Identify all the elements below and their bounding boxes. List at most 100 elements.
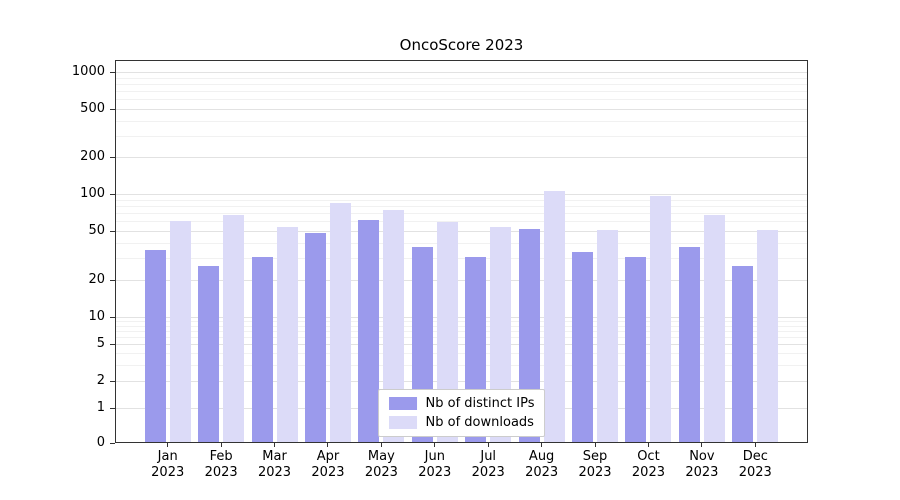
x-tick-month: May [367, 449, 395, 464]
x-tick-label-may: May 2023 [349, 449, 413, 481]
bar-nb-of-distinct-ips-dec [732, 265, 754, 443]
x-tick-mark-jul [487, 443, 489, 447]
x-tick-label-nov: Nov 2023 [670, 449, 734, 481]
x-tick-year: 2023 [204, 465, 238, 480]
gridline-minor-6 [115, 337, 808, 339]
gridline-5 [115, 344, 808, 346]
x-tick-label-sep: Sep 2023 [563, 449, 627, 481]
legend-label: Nb of downloads [425, 415, 534, 430]
chart-title: OncoScore 2023 [399, 36, 524, 54]
x-tick-label-oct: Oct 2023 [616, 449, 680, 481]
y-tick-mark-100 [110, 194, 115, 195]
gridline-minor-300 [115, 135, 808, 137]
x-tick-year: 2023 [685, 465, 719, 480]
x-tick-mark-mar [274, 443, 276, 447]
gridline-1000 [115, 72, 808, 73]
y-tick-mark-20 [110, 279, 115, 281]
gridline-minor-4 [115, 353, 808, 355]
y-tick-mark-1000 [110, 72, 115, 73]
y-tick-label-50: 50 [88, 223, 105, 239]
gridline-minor-70 [115, 213, 808, 215]
y-tick-mark-5 [110, 344, 115, 346]
bar-nb-of-downloads-sep [597, 229, 619, 443]
x-tick-mark-jan [167, 443, 169, 447]
y-tick-label-500: 500 [80, 100, 105, 116]
y-tick-mark-50 [110, 231, 115, 233]
bar-nb-of-distinct-ips-nov [678, 247, 700, 443]
bar-nb-of-downloads-feb [223, 214, 245, 443]
x-tick-year: 2023 [311, 465, 345, 480]
y-tick-mark-500 [110, 108, 115, 110]
bar-nb-of-distinct-ips-jan [144, 250, 166, 443]
x-tick-label-aug: Aug 2023 [510, 449, 574, 481]
gridline-500 [115, 108, 808, 110]
gridline-200 [115, 157, 808, 159]
y-tick-mark-200 [110, 157, 115, 159]
gridline-minor-800 [115, 83, 808, 85]
gridline-minor-30 [115, 258, 808, 260]
gridline-10 [115, 317, 808, 318]
y-tick-mark-10 [110, 317, 115, 318]
x-tick-mark-apr [327, 443, 329, 447]
bar-nb-of-downloads-oct [650, 195, 672, 443]
y-tick-label-2: 2 [96, 372, 105, 388]
legend-entry-nb-of-distinct-ips: Nb of distinct IPs [388, 396, 535, 411]
y-tick-label-20: 20 [88, 271, 105, 287]
bar-nb-of-downloads-jan [169, 221, 191, 443]
x-tick-month: Jul [480, 449, 497, 464]
x-tick-month: Apr [316, 449, 340, 464]
bar-nb-of-downloads-jul [490, 226, 512, 443]
x-tick-label-feb: Feb 2023 [189, 449, 253, 481]
y-tick-mark-1 [110, 408, 115, 409]
y-tick-label-1: 1 [96, 400, 105, 415]
gridline-minor-90 [115, 199, 808, 201]
bar-nb-of-distinct-ips-apr [304, 233, 326, 443]
x-tick-label-mar: Mar 2023 [243, 449, 307, 481]
y-tick-label-100: 100 [80, 186, 105, 201]
x-tick-month: Jun [424, 449, 445, 464]
x-tick-year: 2023 [364, 465, 398, 480]
x-tick-mark-jun [434, 443, 436, 447]
bar-nb-of-downloads-nov [703, 215, 725, 443]
y-tick-label-5: 5 [96, 336, 105, 352]
x-tick-month: Oct [637, 449, 660, 464]
y-tick-label-200: 200 [80, 149, 105, 165]
x-tick-year: 2023 [151, 465, 185, 480]
x-tick-mark-feb [220, 443, 222, 447]
bar-nb-of-distinct-ips-oct [625, 256, 647, 443]
gridline-minor-60 [115, 221, 808, 223]
x-tick-label-jul: Jul 2023 [456, 449, 520, 481]
gridline-minor-400 [115, 120, 808, 122]
bar-nb-of-distinct-ips-sep [572, 251, 594, 443]
x-tick-mark-dec [754, 443, 756, 447]
x-tick-mark-may [380, 443, 382, 447]
legend-label: Nb of distinct IPs [425, 396, 535, 411]
gridline-minor-700 [115, 90, 808, 92]
bar-nb-of-downloads-mar [276, 226, 298, 443]
x-tick-label-jan: Jan 2023 [136, 449, 200, 481]
x-tick-label-dec: Dec 2023 [723, 449, 787, 481]
y-tick-mark-2 [110, 380, 115, 382]
legend-entry-nb-of-downloads: Nb of downloads [388, 415, 535, 430]
x-tick-year: 2023 [257, 465, 292, 480]
legend-swatch-nb-of-downloads [388, 416, 417, 429]
gridline-minor-900 [115, 77, 808, 79]
x-tick-mark-nov [701, 443, 703, 447]
gridline-minor-7 [115, 331, 808, 333]
x-tick-year: 2023 [578, 465, 612, 480]
gridline-minor-8 [115, 325, 808, 327]
gridline-minor-40 [115, 242, 808, 244]
bar-nb-of-distinct-ips-mar [251, 256, 273, 443]
x-tick-month: Feb [209, 449, 233, 464]
bar-nb-of-distinct-ips-may [358, 219, 380, 443]
gridline-minor-600 [115, 99, 808, 101]
y-tick-mark-0 [110, 443, 115, 444]
bar-nb-of-downloads-apr [329, 202, 351, 443]
x-tick-mark-sep [594, 443, 596, 447]
x-tick-mark-oct [647, 443, 649, 447]
bar-nb-of-downloads-dec [757, 229, 779, 443]
x-tick-month: Sep [582, 449, 608, 464]
x-tick-month: Nov [689, 449, 715, 464]
y-tick-label-1000: 1000 [71, 64, 105, 79]
